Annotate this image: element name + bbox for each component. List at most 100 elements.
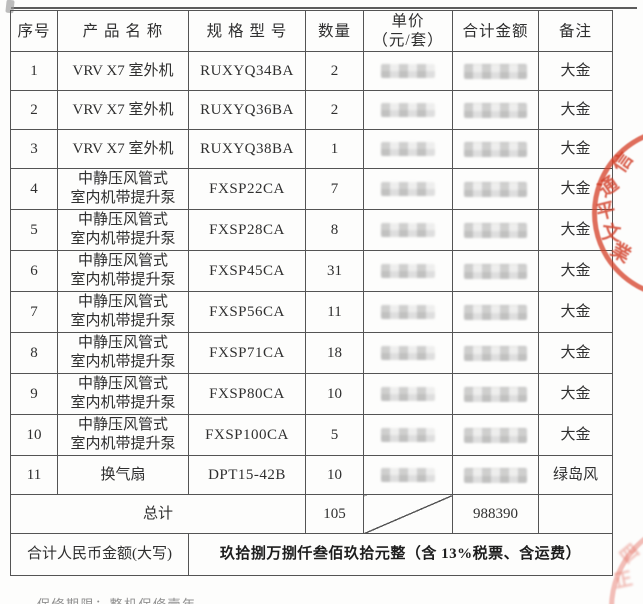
cell-product: 中静压风管式 室内机带提升泵	[57, 250, 189, 292]
header-unit-price: 单价 （元/套）	[363, 10, 453, 52]
cell-product: 中静压风管式 室内机带提升泵	[57, 168, 189, 210]
cell-unit-price	[363, 51, 453, 91]
redacted-total	[464, 181, 527, 197]
summary-row: 总计 105 988390	[10, 494, 613, 534]
cell-qty: 18	[305, 332, 364, 374]
redacted-unit-price	[381, 182, 435, 196]
redacted-unit-price	[381, 428, 435, 442]
header-unit-price-line1: 单价	[391, 13, 425, 30]
cell-no: 2	[10, 90, 58, 130]
redacted-unit-price	[381, 64, 435, 78]
redacted-unit-price	[381, 305, 435, 319]
redacted-total	[464, 427, 527, 443]
cell-qty: 2	[305, 90, 364, 130]
amount-words-value: 玖拾捌万捌仟叁佰玖拾元整（含 13%税票、含运费）	[188, 533, 613, 576]
header-unit-price-line2: （元/套）	[372, 32, 444, 49]
cell-qty: 11	[305, 291, 364, 333]
cell-remark: 大金	[538, 332, 613, 374]
cell-product: 中静压风管式 室内机带提升泵	[57, 414, 189, 456]
redacted-unit-price	[381, 103, 435, 117]
product-name: 中静压风管式	[77, 171, 168, 187]
cell-qty: 2	[305, 51, 364, 91]
amount-in-words-row: 合计人民币金额(大写) 玖拾捌万捌仟叁佰玖拾元整（含 13%税票、含运费）	[10, 533, 613, 576]
product-name: VRV X7 室外机	[72, 62, 174, 79]
redacted-total	[464, 141, 527, 157]
cell-total	[452, 129, 539, 169]
cell-unit-price	[363, 414, 453, 456]
cell-model: FXSP100CA	[188, 414, 306, 456]
product-name-line2: 室内机带提升泵	[70, 354, 176, 370]
cell-remark: 大金	[538, 291, 613, 333]
cell-unit-price	[363, 455, 453, 495]
cell-product: 中静压风管式 室内机带提升泵	[57, 209, 189, 251]
page-top-rule	[11, 7, 637, 9]
cell-unit-price	[363, 209, 453, 251]
product-name-line2: 室内机带提升泵	[70, 436, 176, 452]
header-model: 规 格 型 号	[188, 10, 306, 52]
redacted-total	[464, 263, 527, 279]
cell-no: 1	[10, 51, 58, 91]
product-name: VRV X7 室外机	[72, 140, 174, 157]
product-name: 中静压风管式	[77, 417, 168, 433]
summary-diagonal-cell	[363, 494, 453, 534]
table-row: 7 中静压风管式 室内机带提升泵 FXSP56CA 11 大金	[10, 291, 613, 333]
redacted-total	[464, 102, 527, 118]
redacted-unit-price	[381, 346, 435, 360]
product-name: 中静压风管式	[77, 294, 168, 310]
cell-remark: 大金	[538, 90, 613, 130]
cell-model: FXSP22CA	[188, 168, 306, 210]
cell-remark: 大金	[538, 51, 613, 91]
cell-product: 中静压风管式 室内机带提升泵	[57, 373, 189, 415]
product-name: 中静压风管式	[77, 253, 168, 269]
redacted-total	[464, 63, 527, 79]
cell-no: 4	[10, 168, 58, 210]
cell-remark: 大金	[538, 373, 613, 415]
cell-model: RUXYQ38BA	[188, 129, 306, 169]
cell-qty: 10	[305, 455, 364, 495]
table-row: 9 中静压风管式 室内机带提升泵 FXSP80CA 10 大金	[10, 373, 613, 415]
product-name: 中静压风管式	[77, 212, 168, 228]
redacted-total	[464, 345, 527, 361]
cell-product: VRV X7 室外机	[57, 90, 189, 130]
cell-product: 中静压风管式 室内机带提升泵	[57, 291, 189, 333]
redacted-unit-price	[381, 223, 435, 237]
cell-product: 换气扇	[57, 455, 189, 495]
warranty-note: 保修期限：整机保修壹年	[37, 594, 317, 604]
cell-no: 10	[10, 414, 58, 456]
amount-words-label: 合计人民币金额(大写)	[10, 533, 189, 576]
cell-unit-price	[363, 250, 453, 292]
redacted-unit-price	[381, 264, 435, 278]
product-name: 中静压风管式	[77, 335, 168, 351]
cell-model: RUXYQ36BA	[188, 90, 306, 130]
cell-total	[452, 291, 539, 333]
summary-label: 总计	[10, 494, 306, 534]
cell-model: FXSP80CA	[188, 373, 306, 415]
cell-model: FXSP56CA	[188, 291, 306, 333]
table-row: 3 VRV X7 室外机 RUXYQ38BA 1 大金	[10, 129, 613, 169]
cell-no: 9	[10, 373, 58, 415]
cell-total	[452, 51, 539, 91]
redacted-total	[464, 222, 527, 238]
cell-total	[452, 168, 539, 210]
product-name-line2: 室内机带提升泵	[70, 190, 176, 206]
cell-qty: 31	[305, 250, 364, 292]
cell-no: 6	[10, 250, 58, 292]
cell-unit-price	[363, 332, 453, 374]
product-name: 中静压风管式	[77, 376, 168, 392]
cell-qty: 7	[305, 168, 364, 210]
table-row: 10 中静压风管式 室内机带提升泵 FXSP100CA 5 大金	[10, 414, 613, 456]
table-row: 6 中静压风管式 室内机带提升泵 FXSP45CA 31 大金	[10, 250, 613, 292]
cell-unit-price	[363, 129, 453, 169]
cell-no: 11	[10, 455, 58, 495]
cell-total	[452, 209, 539, 251]
product-name-line2: 室内机带提升泵	[70, 395, 176, 411]
cell-no: 8	[10, 332, 58, 374]
cell-qty: 5	[305, 414, 364, 456]
cell-unit-price	[363, 168, 453, 210]
cell-qty: 10	[305, 373, 364, 415]
table-row: 11 换气扇 DPT15-42B 10 绿岛风	[10, 455, 613, 495]
cell-qty: 8	[305, 209, 364, 251]
cell-qty: 1	[305, 129, 364, 169]
cell-unit-price	[363, 90, 453, 130]
